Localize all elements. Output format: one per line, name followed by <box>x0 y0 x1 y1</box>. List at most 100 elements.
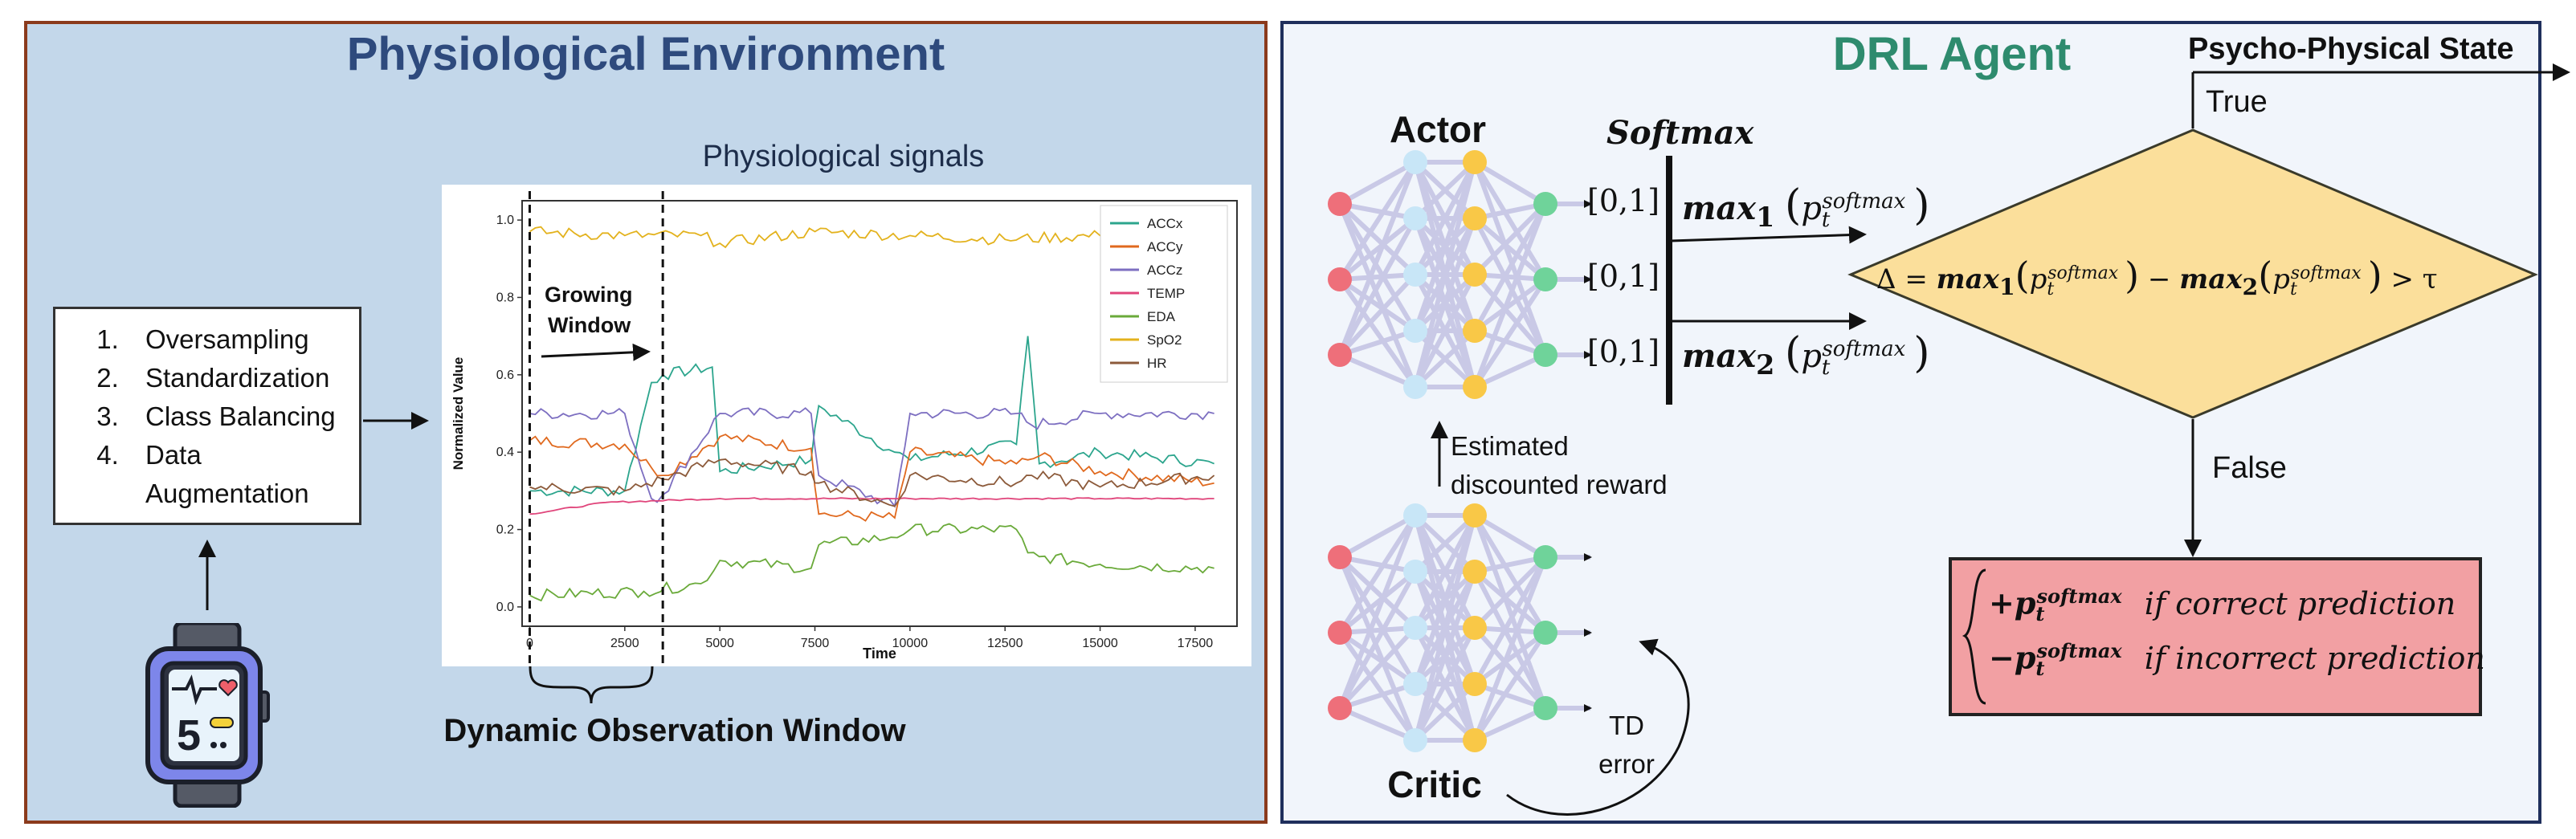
minus-sign: − <box>1989 639 2015 676</box>
physiological-signals-chart: 0250050007500100001250015000175000.00.20… <box>451 191 1238 663</box>
minus-symbol: − <box>2147 263 2171 295</box>
neuron <box>1463 375 1487 399</box>
net-edge <box>1337 556 1418 686</box>
td-error-line: error <box>1598 749 1655 779</box>
max1-arrow <box>1670 226 1867 244</box>
max2-sub: 2 <box>2242 272 2259 300</box>
net-edge <box>1339 625 1416 635</box>
reward-incorrect-row: −ptsoftmax if incorrect prediction <box>1989 639 2485 680</box>
neuron <box>1403 319 1427 343</box>
y-tick-label: 0.4 <box>496 446 514 459</box>
neuron <box>1533 696 1557 720</box>
net-edge <box>1337 625 1418 711</box>
td-error-line: TD <box>1609 711 1644 740</box>
t-sub: t <box>1821 356 1831 380</box>
legend-entry: SpO2 <box>1147 332 1182 348</box>
neuron <box>1328 192 1352 216</box>
net-edge <box>1339 682 1416 711</box>
net-edge <box>1413 513 1477 574</box>
reward-correct-row: +ptsoftmax if correct prediction <box>1989 584 2456 625</box>
net-edge <box>1413 161 1477 276</box>
p-letter: p <box>2272 263 2290 295</box>
x-tick-label: 17500 <box>1178 637 1214 650</box>
net-edge <box>1339 555 1416 574</box>
reward-incorrect-text: if incorrect prediction <box>2144 640 2485 676</box>
softmax-sup: softmax <box>2047 263 2119 283</box>
reward-brace <box>1962 568 1986 705</box>
growing-window-label: Growing <box>545 283 633 307</box>
step-item: Class Balancing <box>126 397 345 436</box>
net-edge <box>1472 514 1548 634</box>
softmax-label: Softmax <box>1606 114 1754 152</box>
series-line-accx <box>529 336 1215 497</box>
t-sub: t <box>2035 657 2045 681</box>
net-edge <box>1337 556 1418 742</box>
y-tick-label: 0.2 <box>496 523 514 537</box>
net-edge <box>1474 328 1546 357</box>
neuron <box>1403 560 1427 584</box>
output-range: [0,1] <box>1587 334 1660 369</box>
growing-window-label: Window <box>548 313 631 337</box>
estimated-reward-line: Estimated <box>1451 431 1569 461</box>
net-edge <box>1337 278 1418 389</box>
net-edge <box>1472 202 1548 332</box>
delta-symbol: Δ = <box>1876 263 1928 295</box>
neuron <box>1328 343 1352 367</box>
net-edge <box>1337 202 1418 389</box>
neuron <box>1463 319 1487 343</box>
chart-title: Physiological signals <box>702 140 985 173</box>
td-error-arrow <box>1506 638 1690 816</box>
neuron <box>1463 672 1487 696</box>
net-edge <box>1337 514 1418 634</box>
net-edge <box>1337 514 1418 710</box>
chart-legend: ACCx ACCy ACCz TEMP EDA SpO2 HR <box>1100 205 1228 383</box>
net-edge <box>1413 514 1477 629</box>
net-edge <box>1472 556 1548 686</box>
neuron <box>1403 206 1427 230</box>
step-item: Data Augmentation <box>126 436 345 513</box>
neuron <box>1463 560 1487 584</box>
max2-sub: 2 <box>1756 349 1775 381</box>
net-edge <box>1413 218 1477 388</box>
watch-digit: 5 <box>177 711 201 760</box>
net-edge <box>1338 216 1417 282</box>
neuron <box>1463 728 1487 752</box>
smartwatch-icon: 5 <box>145 623 270 808</box>
net-edge <box>1337 555 1418 630</box>
neuron <box>1403 616 1427 640</box>
max2-expression: max2 (ptsoftmax) <box>1682 329 1930 381</box>
p-letter: p <box>1801 338 1822 375</box>
p-letter: p <box>2014 639 2036 676</box>
t-sub: t <box>2035 602 2045 626</box>
net-edge <box>1473 160 1547 206</box>
net-edge <box>1474 682 1546 711</box>
reward-correct-text: if correct prediction <box>2144 585 2456 621</box>
net-edge <box>1473 216 1547 282</box>
legend-entry: ACCx <box>1147 216 1183 231</box>
decision-diamond <box>1847 128 2538 419</box>
net-edge <box>1413 273 1477 389</box>
net-edge <box>1472 273 1548 356</box>
neuron <box>1328 545 1352 569</box>
softmax-sup: softmax <box>1822 189 1906 214</box>
dynamic-window-caption: Dynamic Observation Window <box>443 713 906 748</box>
net-edge <box>1472 161 1548 281</box>
legend-entry: EDA <box>1147 309 1176 324</box>
max1-word: max <box>1936 263 1999 295</box>
legend-entry: ACCy <box>1147 239 1183 255</box>
y-tick-label: 0.6 <box>496 369 514 382</box>
net-edge <box>1413 682 1477 743</box>
net-edge <box>1337 272 1418 357</box>
max2-word: max <box>2179 263 2243 295</box>
neuron <box>1403 150 1427 174</box>
softmax-sup: softmax <box>2036 584 2122 608</box>
x-tick-label: 15000 <box>1082 637 1118 650</box>
threshold-symbol: > τ <box>2390 263 2438 295</box>
net-edge <box>1337 202 1418 277</box>
plot-area <box>521 200 1238 627</box>
y-tick-label: 0.0 <box>496 601 514 614</box>
max2-word: max <box>1682 337 1757 375</box>
neuron <box>1463 616 1487 640</box>
